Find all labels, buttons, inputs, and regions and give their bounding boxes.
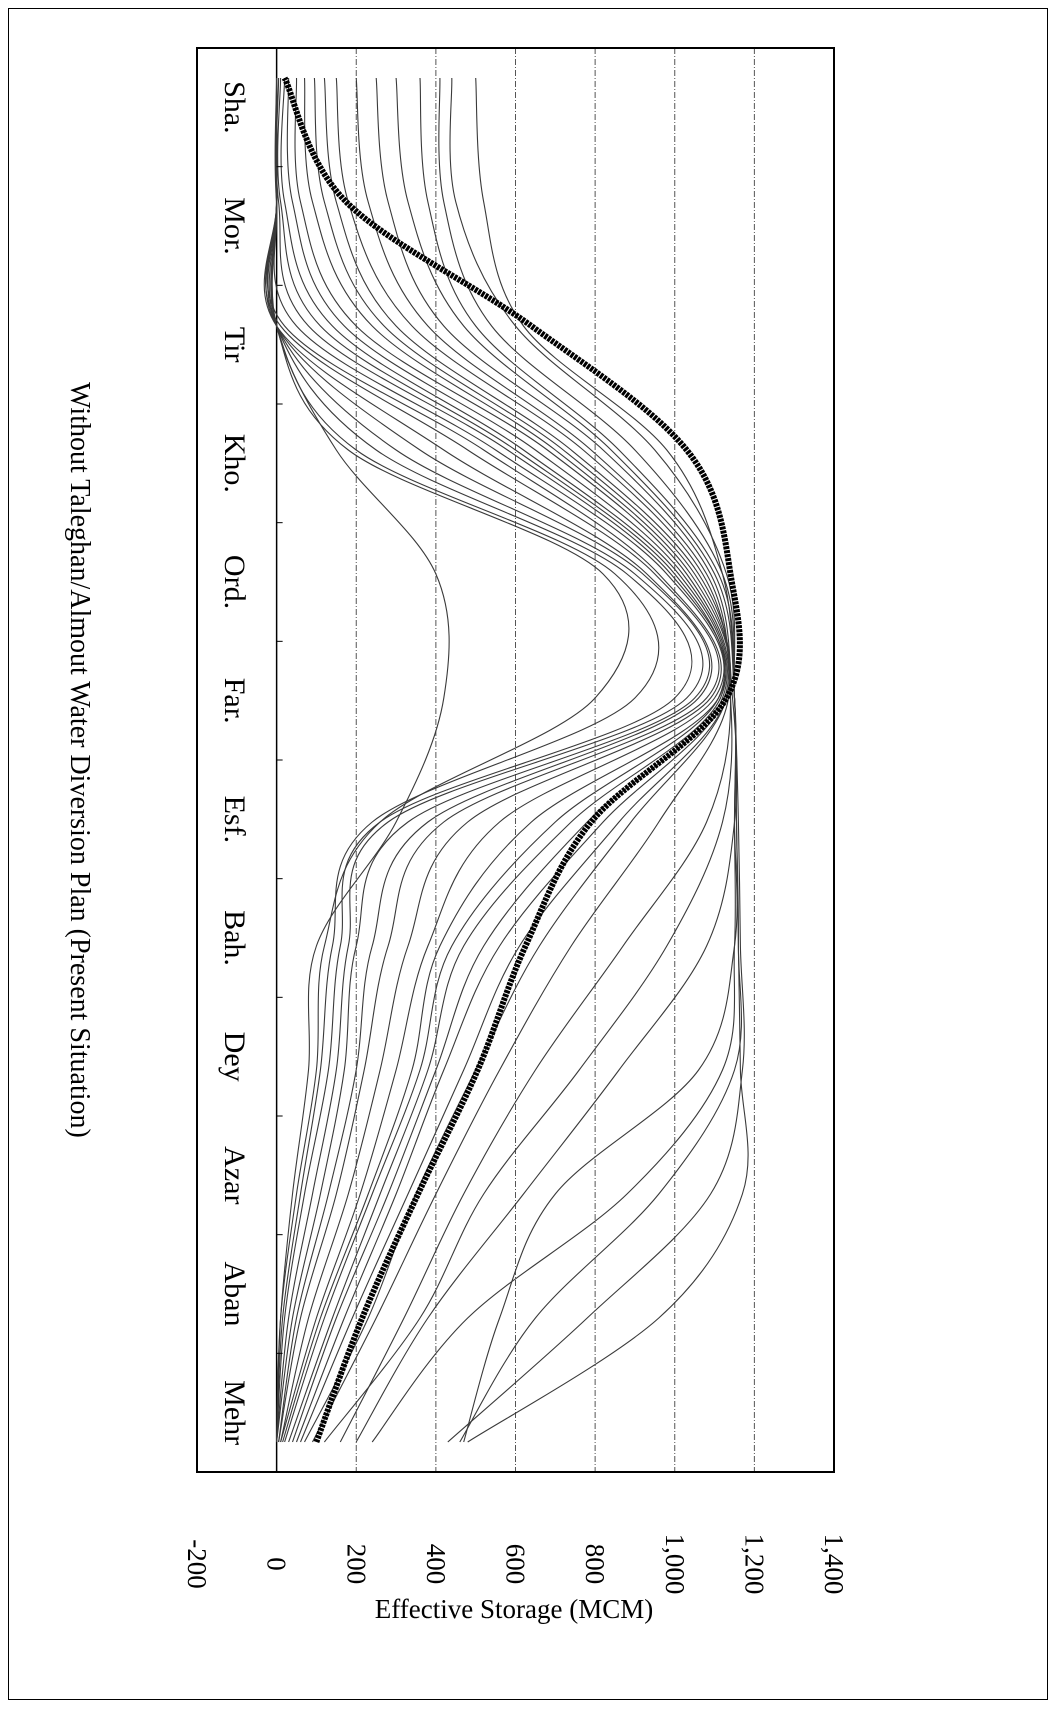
y-tick-label: 600 bbox=[501, 1544, 531, 1585]
y-tick-label: 200 bbox=[341, 1544, 371, 1585]
year-series-line bbox=[265, 78, 711, 1443]
year-series-line bbox=[371, 77, 737, 1443]
year-series-line bbox=[271, 78, 450, 1443]
y-tick-label: 800 bbox=[580, 1544, 610, 1585]
year-series-line bbox=[299, 77, 731, 1443]
y-tick-label: 1,400 bbox=[819, 1534, 849, 1595]
year-series-line bbox=[267, 78, 704, 1443]
x-tick-label: Sha. bbox=[218, 81, 251, 134]
year-series-line bbox=[275, 77, 727, 1443]
y-tick-label: 1,000 bbox=[660, 1534, 690, 1595]
year-series-line bbox=[266, 77, 722, 1443]
x-tick-label: Esf. bbox=[218, 796, 251, 844]
year-series-line bbox=[312, 77, 731, 1443]
tick-labels: 1,400 1,200 1,000 800 600 400 200 0 -200 Mehr Aban… bbox=[182, 81, 849, 1594]
y-tick-label: 1,200 bbox=[739, 1534, 769, 1595]
x-tick-label: Azar bbox=[218, 1146, 251, 1204]
x-tick-label: Tir bbox=[218, 327, 251, 363]
y-tick-label: -200 bbox=[182, 1539, 212, 1589]
x-tick-label: Aban bbox=[218, 1262, 251, 1327]
series-group bbox=[263, 76, 749, 1444]
year-series-line bbox=[335, 77, 732, 1443]
gridlines bbox=[275, 48, 755, 1472]
year-series-line bbox=[263, 78, 713, 1443]
x-tick-label: Far. bbox=[218, 678, 251, 724]
year-series-line bbox=[280, 77, 727, 1443]
year-series-line bbox=[270, 78, 660, 1443]
x-tick-label: Dey bbox=[218, 1032, 251, 1082]
x-tick-label: Bah. bbox=[218, 910, 251, 966]
rotated-chart-group: Without Taleghan/Almout Water Diversion … bbox=[64, 47, 849, 1624]
chart-frame bbox=[8, 8, 1048, 1700]
year-series-line bbox=[273, 77, 725, 1443]
x-tick-label: Kho. bbox=[218, 434, 251, 493]
year-series-line bbox=[467, 77, 749, 1443]
y-tick-label: 0 bbox=[262, 1557, 292, 1571]
year-series-line bbox=[268, 78, 693, 1443]
year-series-line bbox=[294, 77, 730, 1443]
y-tick-label: 400 bbox=[421, 1544, 451, 1585]
plot-border bbox=[196, 47, 835, 1473]
year-series-line bbox=[438, 77, 743, 1443]
year-series-line bbox=[277, 77, 726, 1443]
x-tick-label: Mehr bbox=[218, 1380, 251, 1445]
y-axis-label: Effective Storage (MCM) bbox=[375, 1594, 653, 1624]
year-series-line bbox=[323, 77, 733, 1443]
x-tick-label: Ord. bbox=[218, 555, 251, 609]
year-series-line bbox=[355, 77, 738, 1443]
mean-series-line bbox=[281, 76, 743, 1444]
chart-title: Without Taleghan/Almout Water Diversion … bbox=[64, 382, 95, 1138]
x-tick-label: Mor. bbox=[218, 197, 251, 255]
year-series-line bbox=[265, 77, 720, 1443]
